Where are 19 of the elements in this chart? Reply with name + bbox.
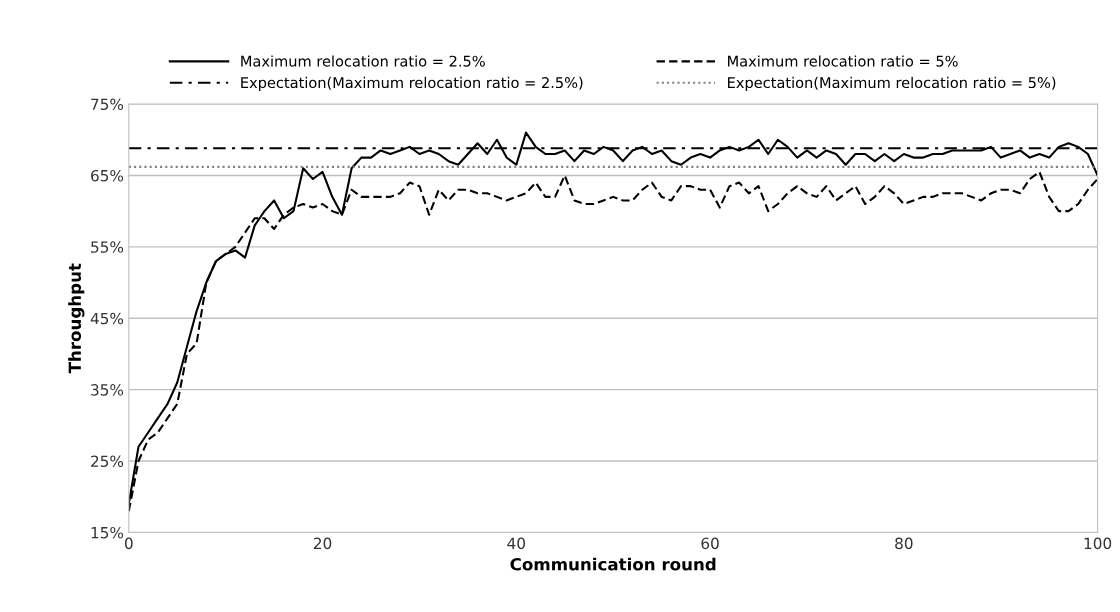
y-tick-label: 55% (91, 241, 124, 253)
x-tick-label: 40 (507, 537, 526, 550)
y-tick-label: 35% (91, 384, 124, 396)
x-tick-label: 0 (124, 537, 133, 550)
legend-label: Expectation(Maximum relocation ratio = 5%) (728, 76, 1056, 91)
x-tick-label: 20 (313, 537, 332, 550)
x-tick-label: 60 (701, 537, 719, 550)
y-axis-title: Throughput (68, 263, 85, 374)
y-tick-label: 15% (91, 526, 124, 539)
y-tick-label: 25% (91, 455, 124, 468)
x-tick-label: 80 (895, 537, 913, 550)
y-tick-label: 75% (91, 98, 124, 111)
y-tick-label: 45% (90, 312, 124, 325)
legend-label: Expectation(Maximum relocation ratio = 2.5%) (241, 76, 583, 91)
x-tick-label: 100 (1084, 537, 1112, 550)
y-tick-label: 65% (91, 169, 124, 182)
x-axis-title: Communication round (510, 557, 716, 571)
legend-label: Maximum relocation ratio = 5% (728, 55, 958, 67)
legend-label: Maximum relocation ratio = 2.5% (241, 55, 485, 67)
